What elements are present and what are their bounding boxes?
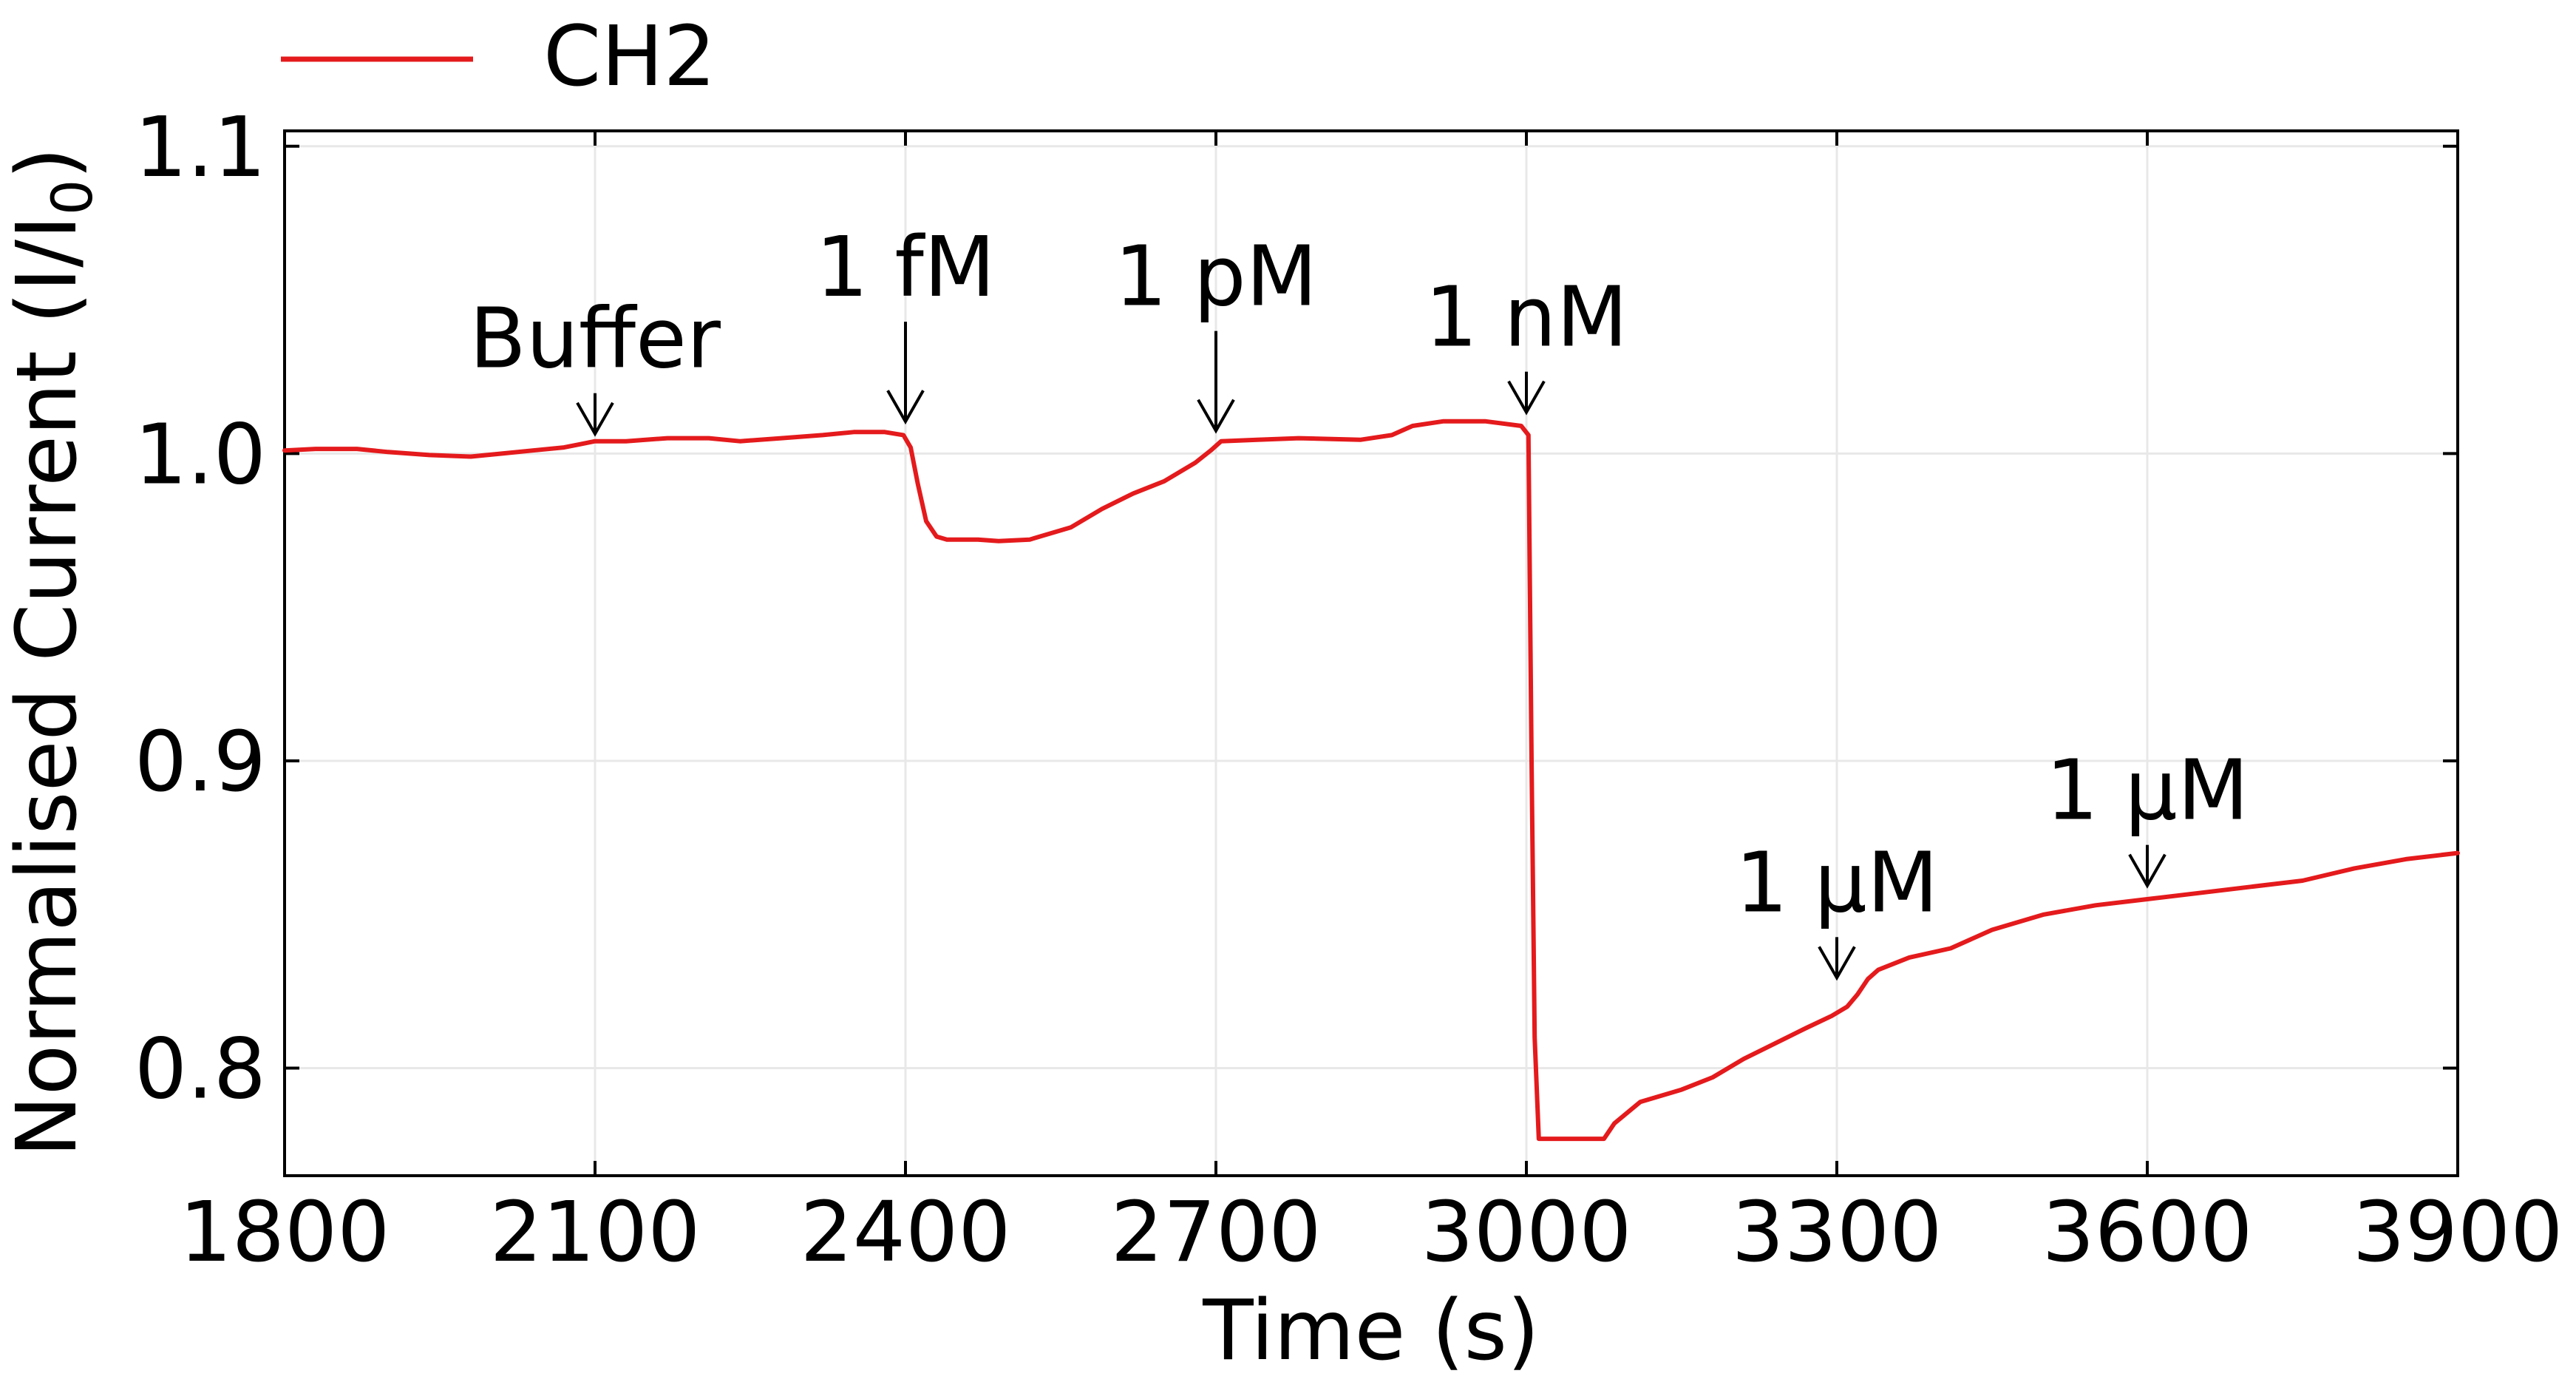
y-axis-label-sub: 0 (39, 180, 105, 215)
x-tick-label: 3900 (2352, 1185, 2563, 1281)
legend: CH2 (281, 9, 716, 105)
y-tick-label: 0.8 (135, 1022, 266, 1118)
x-tick-label: 2100 (489, 1185, 700, 1281)
annotation-label: 1 μM (2046, 743, 2249, 839)
annotation: Buffer (469, 291, 721, 437)
annotation-arrowhead (1818, 946, 1856, 981)
x-tick-label: 3300 (1731, 1185, 1942, 1281)
annotation-label: 1 μM (1736, 835, 1939, 931)
y-tick-label: 1.1 (135, 100, 266, 196)
x-tick-label: 3000 (1421, 1185, 1631, 1281)
annotation-arrowhead (1507, 380, 1546, 416)
x-tick-label: 1800 (179, 1185, 390, 1281)
annotation: 1 μM (1736, 835, 1939, 981)
y-axis-label-main: Normalised Current (I/I (0, 215, 95, 1157)
annotation: 1 fM (816, 220, 996, 425)
annotation: 1 pM (1115, 229, 1318, 434)
grid-lines (285, 131, 2458, 1176)
y-axis-label-close: ) (0, 147, 95, 180)
y-tick-label: 0.9 (135, 714, 266, 810)
x-tick-label: 2400 (800, 1185, 1010, 1281)
series-line-ch2 (282, 419, 2460, 1142)
annotation-label: 1 pM (1115, 229, 1318, 325)
annotation-arrowhead (1197, 399, 1235, 434)
annotation-label: 1 fM (816, 220, 996, 316)
series-layer (282, 419, 2460, 1142)
annotations: Buffer 1 fM 1 pM 1 nM 1 μM 1 μM (469, 220, 2249, 981)
x-tick-label: 3600 (2042, 1185, 2252, 1281)
x-tick-label: 2700 (1110, 1185, 1321, 1281)
legend-label-ch2: CH2 (543, 9, 716, 105)
annotation-label: 1 nM (1425, 270, 1628, 366)
plot-area-frame (283, 129, 2459, 1177)
annotation-arrowhead (2128, 853, 2167, 889)
x-axis-label: Time (s) (1202, 1283, 1539, 1379)
annotation-arrowhead (886, 390, 925, 425)
annotation-label: Buffer (469, 291, 721, 387)
annotation-arrowhead (576, 402, 614, 437)
annotation: 1 μM (2046, 743, 2249, 889)
y-tick-label: 1.0 (135, 407, 266, 503)
annotation: 1 nM (1425, 270, 1628, 416)
axis-ticks: 1800 2100 2400 2700 3000 3300 3600 3900 0.8 0.9 1.… (135, 100, 2563, 1281)
y-axis-label: Normalised Current (I/I0) (0, 147, 105, 1157)
